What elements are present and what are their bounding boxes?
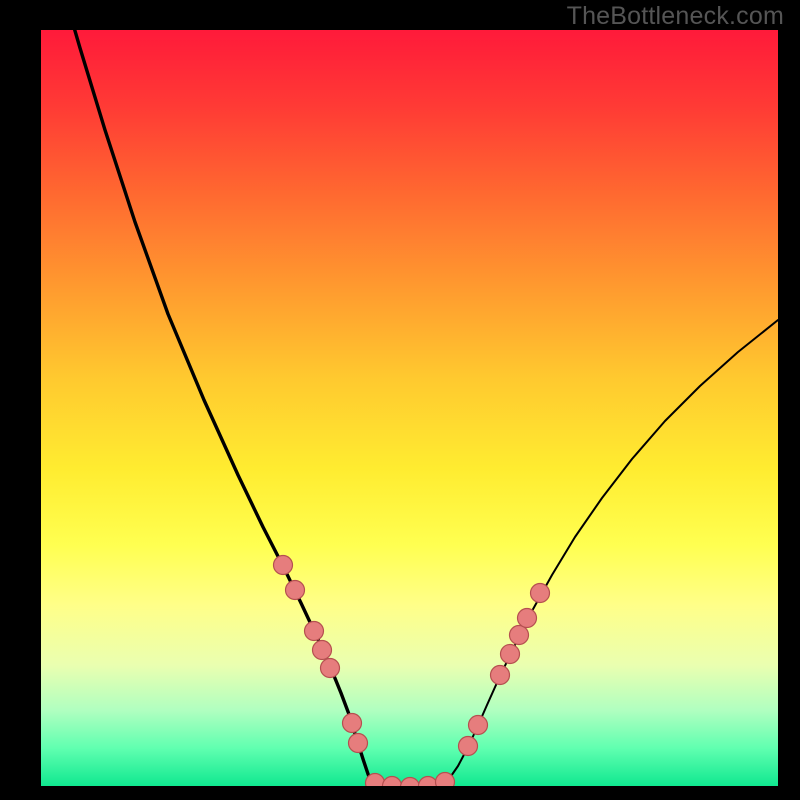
data-marker — [383, 777, 402, 796]
data-marker — [274, 556, 293, 575]
data-marker — [491, 666, 510, 685]
data-marker — [321, 659, 340, 678]
data-marker — [419, 777, 438, 796]
data-marker — [305, 622, 324, 641]
data-marker — [531, 584, 550, 603]
data-marker — [313, 641, 332, 660]
data-marker — [436, 773, 455, 792]
data-marker — [510, 626, 529, 645]
chart-container: TheBottleneck.com — [0, 0, 800, 800]
data-marker — [401, 778, 420, 797]
data-marker — [518, 609, 537, 628]
chart-svg — [0, 0, 800, 800]
data-marker — [459, 737, 478, 756]
data-marker — [469, 716, 488, 735]
data-marker — [286, 581, 305, 600]
watermark-text: TheBottleneck.com — [567, 2, 784, 31]
data-marker — [343, 714, 362, 733]
curve-right — [441, 320, 778, 785]
data-marker — [501, 645, 520, 664]
data-marker — [366, 774, 385, 793]
data-marker — [349, 734, 368, 753]
